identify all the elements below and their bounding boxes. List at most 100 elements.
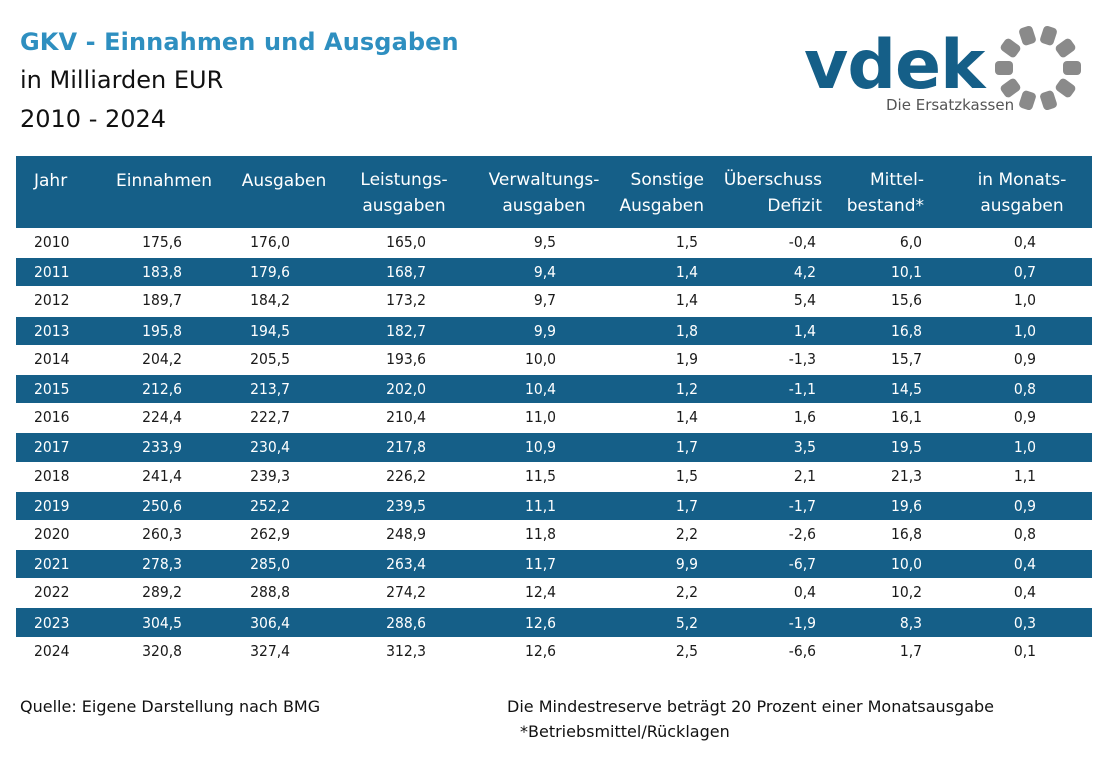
value-cell: 16,8 [842, 315, 952, 345]
asterisk-note: *Betriebsmittel/Rücklagen [520, 722, 730, 741]
value-cell: 179,6 [234, 257, 334, 287]
value-cell: -2,6 [788, 524, 816, 543]
value-cell: 12,6 [524, 642, 556, 661]
column-header-line2: Defizit [767, 196, 822, 216]
column-header-line1: Ausgaben [241, 171, 327, 191]
value-cell: 226,2 [386, 466, 426, 485]
ring-segment [1040, 25, 1057, 46]
vdek-tagline: Die Ersatzkassen [886, 96, 1015, 114]
value-cell: 210,4 [386, 408, 426, 427]
table-row: 2016 224,4 222,7 210,4 11,0 1,4 1,6 16,1 0,9 [16, 403, 1092, 432]
value-cell: 230,4 [234, 432, 334, 462]
value-cell: 205,5 [250, 349, 290, 368]
year-cell: 2014 [34, 349, 70, 368]
year-cell: 2015 [16, 373, 94, 404]
value-cell: 2,2 [675, 583, 698, 602]
value-cell: 15,7 [890, 349, 922, 368]
table-row: 2010 175,6 176,0 165,0 9,5 1,5 -0,4 6,0 0,4 [16, 228, 1092, 257]
value-cell: 217,8 [334, 432, 474, 462]
value-cell: 10,1 [842, 257, 952, 287]
value-cell: -1,1 [714, 373, 842, 404]
value-cell: 15,6 [890, 291, 922, 310]
value-cell: 262,9 [250, 524, 290, 543]
value-cell: 10,0 [842, 549, 952, 579]
value-cell: 1,7 [614, 432, 714, 462]
table-body: 2010 175,6 176,0 165,0 9,5 1,5 -0,4 6,0 0,4 2011 1… [16, 228, 1092, 666]
value-cell: 10,9 [474, 432, 614, 462]
value-cell: 1,0 [952, 315, 1092, 345]
value-cell: 0,3 [952, 607, 1092, 637]
column-header: Verwaltungs-ausgaben [474, 156, 614, 228]
value-cell: 184,2 [250, 291, 290, 310]
value-cell: 320,8 [142, 642, 182, 661]
ring-segment [995, 61, 1013, 75]
year-cell: 2018 [34, 466, 70, 485]
value-cell: 1,6 [793, 408, 816, 427]
value-cell: 168,7 [334, 257, 474, 287]
value-cell: 6,0 [899, 233, 922, 252]
table-row: 2011 183,8 179,6 168,7 9,4 1,4 4,2 10,1 0,7 [16, 257, 1092, 287]
value-cell: 193,6 [386, 349, 426, 368]
table-row: 2013 195,8 194,5 182,7 9,9 1,8 1,4 16,8 1,0 [16, 315, 1092, 345]
value-cell: 1,2 [614, 373, 714, 404]
column-header: in Monats-ausgaben [952, 156, 1092, 228]
ring-segment [1019, 90, 1036, 111]
value-cell: -1,3 [788, 349, 816, 368]
ring-segment [1063, 61, 1081, 75]
column-header-line1: Überschuss [723, 170, 822, 190]
value-cell: 1,0 [952, 432, 1092, 462]
value-cell: 11,5 [524, 466, 556, 485]
value-cell: 2,5 [675, 642, 698, 661]
column-header-line1: Mittel- [869, 170, 924, 190]
value-cell: 1,9 [675, 349, 698, 368]
column-header: Jahr [16, 156, 94, 228]
value-cell: 1,4 [675, 291, 698, 310]
year-cell: 2010 [34, 233, 70, 252]
reserve-note: Die Mindestreserve beträgt 20 Prozent ei… [507, 697, 994, 716]
column-header-line1: Verwaltungs- [488, 170, 600, 190]
column-header-line2: ausgaben [980, 196, 1064, 216]
table-header-row: Jahr Einnahmen Ausgaben Leistungs-ausgaben V… [16, 156, 1092, 228]
value-cell: 274,2 [386, 583, 426, 602]
value-cell: 233,9 [94, 432, 234, 462]
value-cell: 11,1 [474, 490, 614, 520]
table-row: 2020 260,3 262,9 248,9 11,8 2,2 -2,6 16,8 0,8 [16, 520, 1092, 549]
value-cell: 0,4 [1013, 583, 1036, 602]
column-header-line1: Leistungs- [360, 170, 448, 190]
value-cell: 176,0 [250, 233, 290, 252]
value-cell: 5,2 [614, 607, 714, 637]
column-header-line1: Jahr [34, 171, 68, 191]
value-cell: -0,4 [788, 233, 816, 252]
column-header-line1: Sonstige [630, 170, 704, 190]
value-cell: 312,3 [386, 642, 426, 661]
value-cell: 11,7 [474, 549, 614, 579]
value-cell: 248,9 [386, 524, 426, 543]
column-header-line2: bestand* [846, 196, 924, 216]
ring-segment [1055, 38, 1076, 58]
value-cell: 252,2 [234, 490, 334, 520]
value-cell: -6,6 [788, 642, 816, 661]
value-cell: 0,9 [952, 490, 1092, 520]
vdek-logo: vdek Die Ersatzkassen [800, 22, 1090, 117]
ring-segment [1055, 78, 1076, 98]
table-row: 2023 304,5 306,4 288,6 12,6 5,2 -1,9 8,3 0,3 [16, 607, 1092, 637]
value-cell: 16,1 [890, 408, 922, 427]
table-row: 2014 204,2 205,5 193,6 10,0 1,9 -1,3 15,7 0,9 [16, 345, 1092, 374]
value-cell: 0,1 [1013, 642, 1036, 661]
value-cell: 14,5 [842, 373, 952, 404]
year-cell: 2017 [16, 432, 94, 462]
value-cell: 12,6 [474, 607, 614, 637]
value-cell: -6,7 [714, 549, 842, 579]
value-cell: 0,7 [952, 257, 1092, 287]
value-cell: 9,9 [474, 315, 614, 345]
table-row: 2019 250,6 252,2 239,5 11,1 1,7 -1,7 19,6 0,9 [16, 490, 1092, 520]
value-cell: 212,6 [94, 373, 234, 404]
value-cell: 241,4 [142, 466, 182, 485]
value-cell: 182,7 [334, 315, 474, 345]
value-cell: 1,1 [1013, 466, 1036, 485]
value-cell: 1,4 [614, 257, 714, 287]
year-cell: 2019 [16, 490, 94, 520]
value-cell: 289,2 [142, 583, 182, 602]
year-cell: 2021 [16, 549, 94, 579]
year-cell: 2024 [34, 642, 70, 661]
